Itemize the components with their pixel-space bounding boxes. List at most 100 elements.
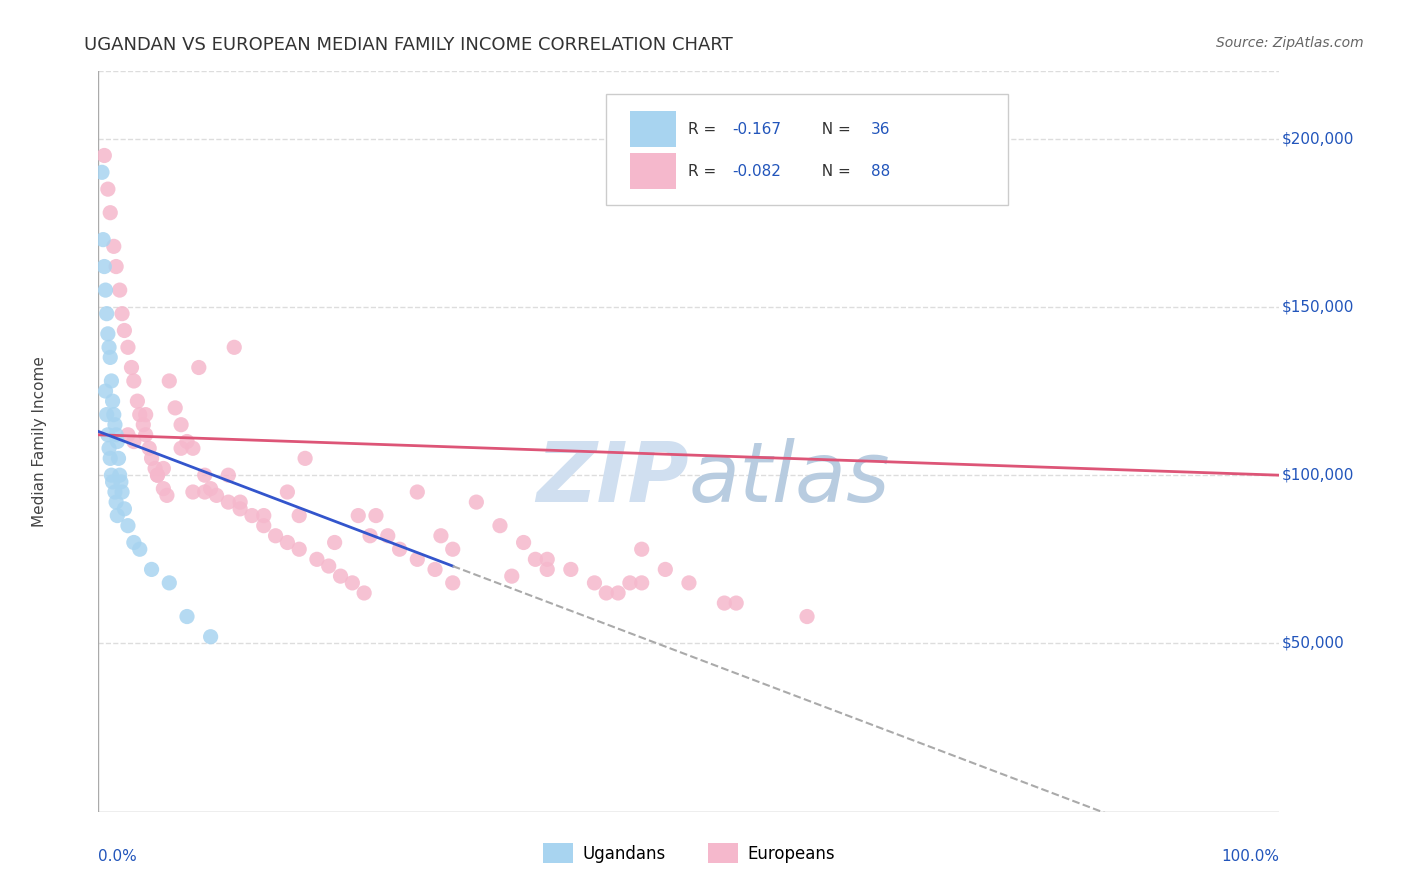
Point	[342, 575, 364, 590]
Text: 100.0%: 100.0%	[1222, 849, 1279, 863]
Point	[122, 374, 145, 388]
Point	[146, 468, 169, 483]
Point	[110, 475, 132, 489]
Point	[93, 148, 115, 162]
Point	[98, 340, 121, 354]
Point	[128, 408, 150, 422]
Point	[253, 518, 276, 533]
Point	[122, 535, 145, 549]
FancyBboxPatch shape	[606, 94, 1008, 204]
Legend: Ugandans, Europeans: Ugandans, Europeans	[536, 837, 842, 870]
Point	[536, 562, 558, 576]
Point	[264, 529, 287, 543]
Point	[105, 427, 128, 442]
Text: $150,000: $150,000	[1282, 300, 1354, 314]
Point	[97, 326, 120, 341]
Point	[200, 482, 222, 496]
Point	[103, 408, 125, 422]
Point	[127, 394, 149, 409]
Point	[253, 508, 276, 523]
Point	[170, 442, 193, 456]
Point	[157, 374, 180, 388]
Point	[135, 408, 157, 422]
Point	[323, 535, 346, 549]
Point	[364, 508, 387, 523]
Text: ZIP: ZIP	[536, 438, 689, 519]
Text: $100,000: $100,000	[1282, 467, 1354, 483]
Point	[132, 417, 155, 432]
Point	[678, 575, 700, 590]
Point	[288, 542, 311, 557]
Point	[406, 485, 429, 500]
Point	[94, 384, 117, 398]
Text: R =: R =	[688, 121, 721, 136]
Point	[294, 451, 316, 466]
Point	[98, 351, 121, 365]
Point	[117, 427, 139, 442]
Text: 36: 36	[870, 121, 890, 136]
Text: -0.082: -0.082	[733, 164, 782, 178]
Point	[105, 434, 128, 449]
Point	[121, 360, 143, 375]
Point	[441, 542, 464, 557]
Point	[181, 442, 204, 456]
Point	[141, 451, 163, 466]
FancyBboxPatch shape	[630, 111, 676, 147]
Point	[135, 427, 157, 442]
Point	[100, 468, 122, 483]
Point	[105, 508, 128, 523]
Point	[165, 401, 187, 415]
Point	[104, 417, 127, 432]
Point	[176, 609, 198, 624]
Point	[146, 468, 169, 483]
Point	[104, 485, 127, 500]
Point	[423, 562, 446, 576]
Text: -0.167: -0.167	[733, 121, 782, 136]
Point	[93, 260, 115, 274]
Point	[111, 307, 134, 321]
Point	[97, 182, 120, 196]
Point	[157, 575, 180, 590]
Point	[217, 468, 239, 483]
Text: $200,000: $200,000	[1282, 131, 1354, 146]
Point	[91, 233, 114, 247]
Point	[112, 324, 135, 338]
Point	[353, 586, 375, 600]
Point	[105, 260, 128, 274]
Text: UGANDAN VS EUROPEAN MEDIAN FAMILY INCOME CORRELATION CHART: UGANDAN VS EUROPEAN MEDIAN FAMILY INCOME…	[84, 36, 733, 54]
Point	[240, 508, 263, 523]
Point	[288, 508, 311, 523]
Text: 88: 88	[870, 164, 890, 178]
FancyBboxPatch shape	[630, 153, 676, 189]
Point	[152, 461, 174, 475]
Point	[107, 451, 129, 466]
Point	[630, 542, 652, 557]
Point	[430, 529, 453, 543]
Point	[98, 451, 121, 466]
Point	[229, 495, 252, 509]
Point	[512, 535, 534, 549]
Point	[156, 488, 179, 502]
Point	[406, 552, 429, 566]
Text: R =: R =	[688, 164, 721, 178]
Point	[128, 542, 150, 557]
Point	[111, 485, 134, 500]
Point	[143, 461, 166, 475]
Point	[595, 586, 617, 600]
Point	[117, 340, 139, 354]
Point	[101, 394, 124, 409]
Point	[100, 374, 122, 388]
Point	[583, 575, 606, 590]
Point	[181, 485, 204, 500]
Text: N =: N =	[811, 164, 855, 178]
Text: atlas: atlas	[689, 438, 890, 519]
Point	[318, 559, 340, 574]
Point	[138, 442, 160, 456]
Point	[489, 518, 512, 533]
Point	[108, 468, 131, 483]
Point	[224, 340, 246, 354]
Point	[187, 360, 209, 375]
Point	[501, 569, 523, 583]
Point	[359, 529, 381, 543]
Point	[194, 485, 217, 500]
